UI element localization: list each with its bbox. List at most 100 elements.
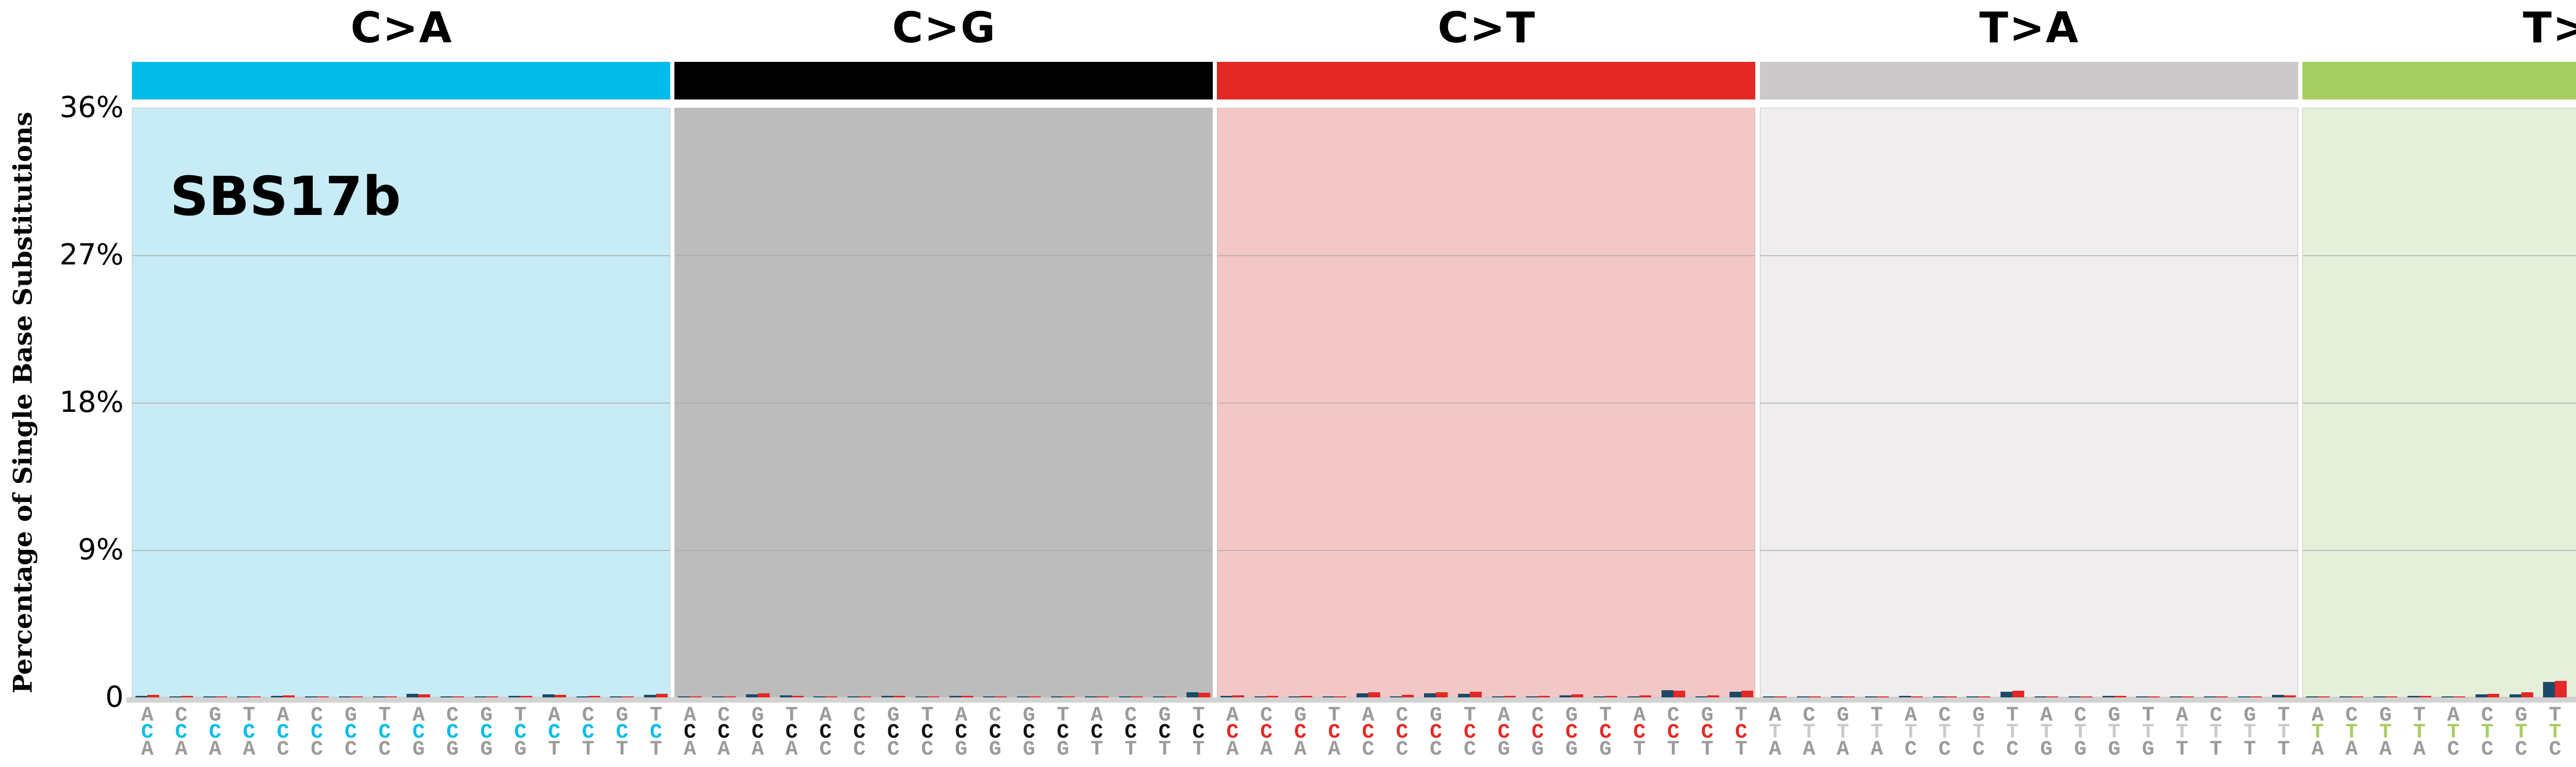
- x-tick-letter: T: [2142, 704, 2155, 727]
- bar-transcribed-GTG: [2102, 696, 2114, 697]
- x-tick-letter: C: [684, 721, 697, 744]
- x-tick-letter: C: [1362, 738, 1375, 761]
- bar-untranscribed-CTG: [1978, 696, 1991, 697]
- x-tick-letter: C: [175, 721, 188, 744]
- x-tick-letter: C: [751, 721, 764, 744]
- x-tick-letter: C: [1057, 721, 1070, 744]
- gridline-9pct: [1760, 550, 2298, 551]
- x-tick-letter: T: [1701, 738, 1714, 761]
- x-tick-letter: T: [2515, 721, 2528, 744]
- bar-untranscribed-ACG: [1300, 696, 1312, 697]
- x-tick-letter: C: [311, 721, 324, 744]
- x-tick-letter: A: [1226, 704, 1239, 727]
- x-tick-letter: T: [378, 704, 391, 727]
- x-tick-letter: C: [311, 704, 324, 727]
- x-tick-letter: C: [480, 721, 493, 744]
- x-tick-letter: C: [887, 738, 900, 761]
- bar-transcribed-GTC: [2068, 696, 2080, 697]
- x-tick-letter: C: [2074, 704, 2087, 727]
- bar-transcribed-ACC: [169, 696, 181, 697]
- x-tick-letter: T: [514, 704, 527, 727]
- bar-transcribed-ACT: [237, 696, 249, 697]
- bar-untranscribed-GTC: [2080, 696, 2092, 697]
- x-tick-letter: T: [1938, 721, 1951, 744]
- bar-transcribed-TCT: [1187, 692, 1199, 697]
- x-tick-letter: T: [2074, 721, 2087, 744]
- x-tick-letter: T: [2311, 721, 2324, 744]
- bar-transcribed-TCT: [644, 695, 656, 697]
- x-tick-letter: G: [2515, 704, 2528, 727]
- bar-untranscribed-ACG: [215, 696, 227, 697]
- bar-untranscribed-CTA: [1910, 696, 1923, 697]
- bar-untranscribed-TCA: [1096, 696, 1109, 697]
- bar-untranscribed-TCT: [1741, 690, 1753, 697]
- x-tick-letter: T: [2277, 738, 2290, 761]
- bar-transcribed-TCA: [1084, 696, 1097, 697]
- x-tick-letter: C: [921, 738, 934, 761]
- bar-transcribed-TTG: [2238, 696, 2250, 697]
- x-tick-letter: T: [2040, 721, 2053, 744]
- bar-transcribed-TTT: [2272, 695, 2284, 697]
- x-tick-letter: T: [1633, 738, 1646, 761]
- x-tick-letter: C: [616, 721, 629, 744]
- bar-untranscribed-CCC: [317, 696, 329, 697]
- x-tick-letter: T: [2006, 721, 2019, 744]
- bar-untranscribed-CTC: [2487, 694, 2499, 697]
- section-title-C-to-G: C>G: [892, 4, 996, 53]
- x-tick-letter: G: [1837, 704, 1850, 727]
- x-tick-letter: C: [1701, 721, 1714, 744]
- x-tick-letter: T: [2210, 721, 2223, 744]
- x-tick-letter: C: [2481, 738, 2494, 761]
- x-tick-letter: T: [1463, 704, 1476, 727]
- bar-transcribed-ACA: [1221, 695, 1233, 697]
- bar-untranscribed-ATC: [1809, 696, 1821, 697]
- x-tick-letter: C: [989, 704, 1002, 727]
- x-tick-letter: A: [141, 704, 154, 727]
- x-tick-letter: A: [751, 738, 764, 761]
- y-tick-36pct: 36%: [59, 91, 124, 124]
- x-tick-letter: C: [209, 721, 222, 744]
- x-tick-letter: G: [887, 704, 900, 727]
- x-tick-letter: A: [1633, 704, 1646, 727]
- bar-untranscribed-GCC: [452, 696, 465, 697]
- x-tick-letter: C: [1904, 738, 1917, 761]
- bar-transcribed-ATA: [1763, 696, 1775, 697]
- x-tick-letter: C: [582, 721, 595, 744]
- x-tick-letter: A: [1497, 704, 1510, 727]
- x-tick-letter: T: [2142, 721, 2155, 744]
- x-tick-letter: T: [1124, 738, 1137, 761]
- x-tick-letter: T: [1192, 738, 1205, 761]
- x-tick-letter: C: [1667, 721, 1680, 744]
- x-tick-letter: T: [1158, 738, 1171, 761]
- bar-untranscribed-GCC: [995, 696, 1007, 697]
- x-tick-letter: T: [2549, 721, 2562, 744]
- x-tick-letter: T: [1328, 704, 1341, 727]
- x-tick-letter: A: [2345, 738, 2358, 761]
- bar-transcribed-ACC: [1255, 696, 1267, 697]
- bar-untranscribed-GCT: [1605, 696, 1618, 697]
- bar-untranscribed-ATT: [2419, 696, 2432, 697]
- x-tick-letter: A: [1362, 704, 1375, 727]
- bar-untranscribed-CCT: [1470, 691, 1482, 697]
- gridline-27pct: [1760, 255, 2298, 256]
- x-tick-letter: G: [989, 738, 1002, 761]
- bar-untranscribed-ACA: [1232, 695, 1245, 697]
- x-tick-letter: C: [311, 738, 324, 761]
- x-tick-letter: T: [650, 704, 663, 727]
- x-tick-letter: T: [2277, 704, 2290, 727]
- x-tick-letter: A: [1904, 704, 1917, 727]
- x-tick-letter: C: [141, 721, 154, 744]
- bar-transcribed-GCC: [1526, 696, 1538, 697]
- x-tick-letter: T: [2447, 721, 2460, 744]
- x-tick-letter: C: [921, 721, 934, 744]
- x-tick-letter: G: [1023, 704, 1036, 727]
